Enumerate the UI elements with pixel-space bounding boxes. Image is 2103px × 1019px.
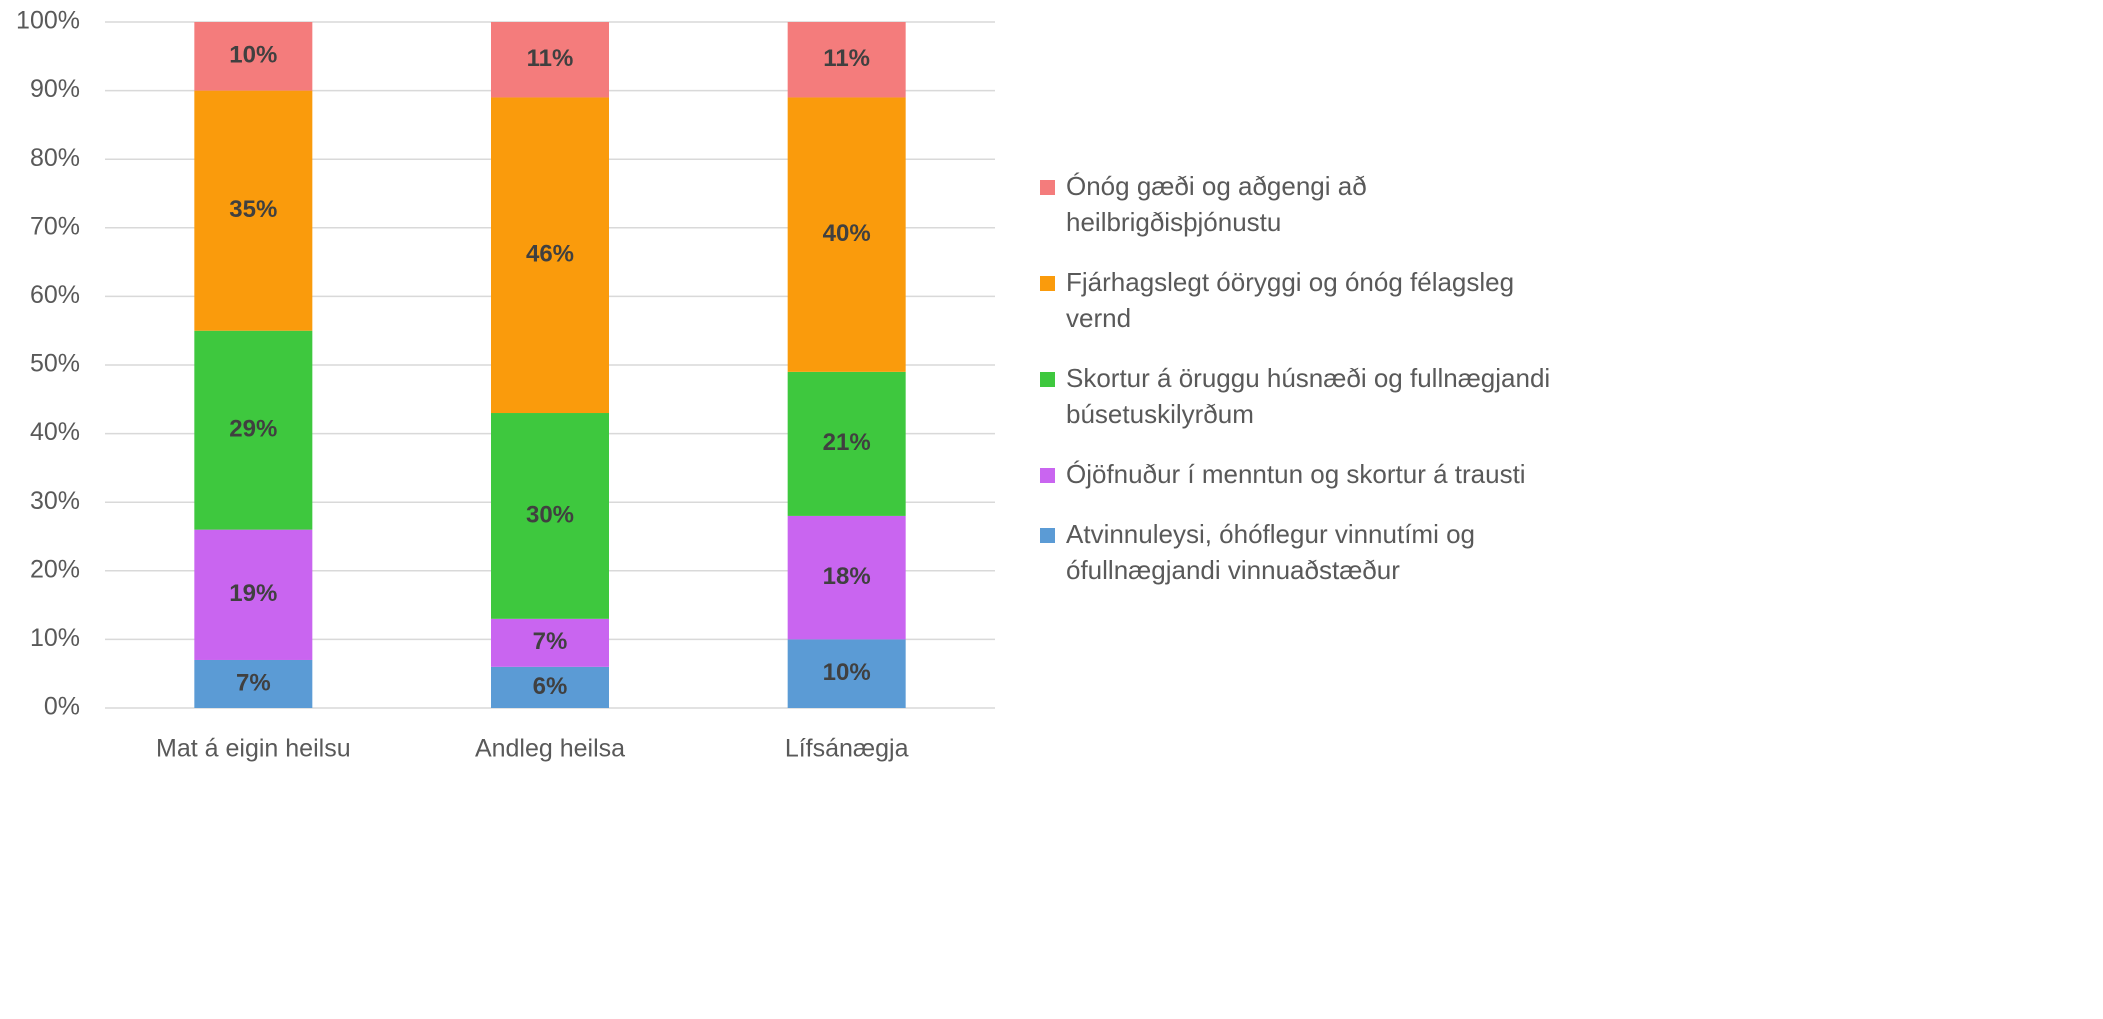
legend-swatch bbox=[1040, 276, 1055, 291]
legend-item: Skortur á öruggu húsnæði og fullnægjandi… bbox=[1040, 360, 1560, 432]
bar-segment bbox=[194, 659, 313, 708]
legend-label: Ójöfnuður í menntun og skortur á trausti bbox=[1066, 459, 1526, 489]
x-tick-label: Lífsánægja bbox=[785, 735, 909, 763]
legend-label: Fjárhagslegt óöryggi og ónóg félagsleg v… bbox=[1066, 267, 1515, 333]
data-label: 7% bbox=[533, 628, 568, 655]
data-label: 18% bbox=[823, 563, 871, 590]
legend-swatch bbox=[1040, 180, 1055, 195]
data-label: 10% bbox=[229, 42, 277, 69]
legend-item: Atvinnuleysi, óhóflegur vinnutími og ófu… bbox=[1040, 516, 1560, 588]
y-tick-label: 80% bbox=[30, 144, 80, 172]
bar-segment bbox=[491, 97, 609, 414]
legend: Ónóg gæði og aðgengi að heilbrigðisþjónu… bbox=[1040, 168, 1560, 588]
bar-segment bbox=[491, 666, 609, 708]
bar-segment bbox=[194, 90, 313, 331]
data-label: 7% bbox=[236, 669, 271, 696]
legend-label: Skortur á öruggu húsnæði og fullnægjandi… bbox=[1066, 363, 1551, 429]
y-tick-label: 90% bbox=[30, 75, 80, 103]
data-label: 35% bbox=[229, 196, 277, 223]
bar-segment bbox=[787, 639, 906, 708]
y-tick-label: 70% bbox=[30, 212, 80, 240]
bar-segment bbox=[787, 22, 906, 98]
data-label: 21% bbox=[823, 429, 871, 456]
bar-segment bbox=[194, 22, 313, 91]
data-label: 11% bbox=[527, 45, 574, 72]
legend-item: Ójöfnuður í menntun og skortur á trausti bbox=[1040, 456, 1560, 492]
data-label: 46% bbox=[526, 241, 574, 268]
data-label: 30% bbox=[526, 501, 574, 528]
x-tick-label: Andleg heilsa bbox=[475, 735, 625, 763]
data-label: 11% bbox=[823, 45, 870, 72]
bar-segment bbox=[787, 371, 906, 516]
legend-swatch bbox=[1040, 468, 1055, 483]
data-label: 19% bbox=[229, 580, 277, 607]
y-tick-label: 40% bbox=[30, 418, 80, 446]
data-label: 6% bbox=[533, 673, 568, 700]
y-tick-label: 20% bbox=[30, 555, 80, 583]
data-label: 40% bbox=[823, 220, 871, 247]
legend-label: Atvinnuleysi, óhóflegur vinnutími og ófu… bbox=[1066, 519, 1476, 585]
bar-segment bbox=[491, 618, 609, 667]
x-tick-label: Mat á eigin heilsu bbox=[156, 735, 351, 763]
data-label: 10% bbox=[823, 659, 871, 686]
legend-item: Ónóg gæði og aðgengi að heilbrigðisþjónu… bbox=[1040, 168, 1560, 240]
bar-segment bbox=[787, 97, 906, 372]
data-label: 29% bbox=[229, 416, 277, 443]
bar-segment bbox=[491, 413, 609, 619]
y-tick-label: 60% bbox=[30, 281, 80, 309]
y-tick-label: 100% bbox=[16, 7, 80, 35]
bar-segment bbox=[787, 515, 906, 640]
legend-item: Fjárhagslegt óöryggi og ónóg félagsleg v… bbox=[1040, 264, 1560, 336]
bar-segment bbox=[491, 22, 609, 98]
bar-segment bbox=[194, 529, 313, 660]
legend-swatch bbox=[1040, 372, 1055, 387]
bar-segment bbox=[194, 330, 313, 530]
y-tick-label: 10% bbox=[30, 624, 80, 652]
legend-swatch bbox=[1040, 528, 1055, 543]
y-tick-label: 30% bbox=[30, 487, 80, 515]
y-tick-label: 50% bbox=[30, 350, 80, 378]
y-tick-label: 0% bbox=[44, 693, 80, 721]
legend-label: Ónóg gæði og aðgengi að heilbrigðisþjónu… bbox=[1066, 171, 1367, 237]
